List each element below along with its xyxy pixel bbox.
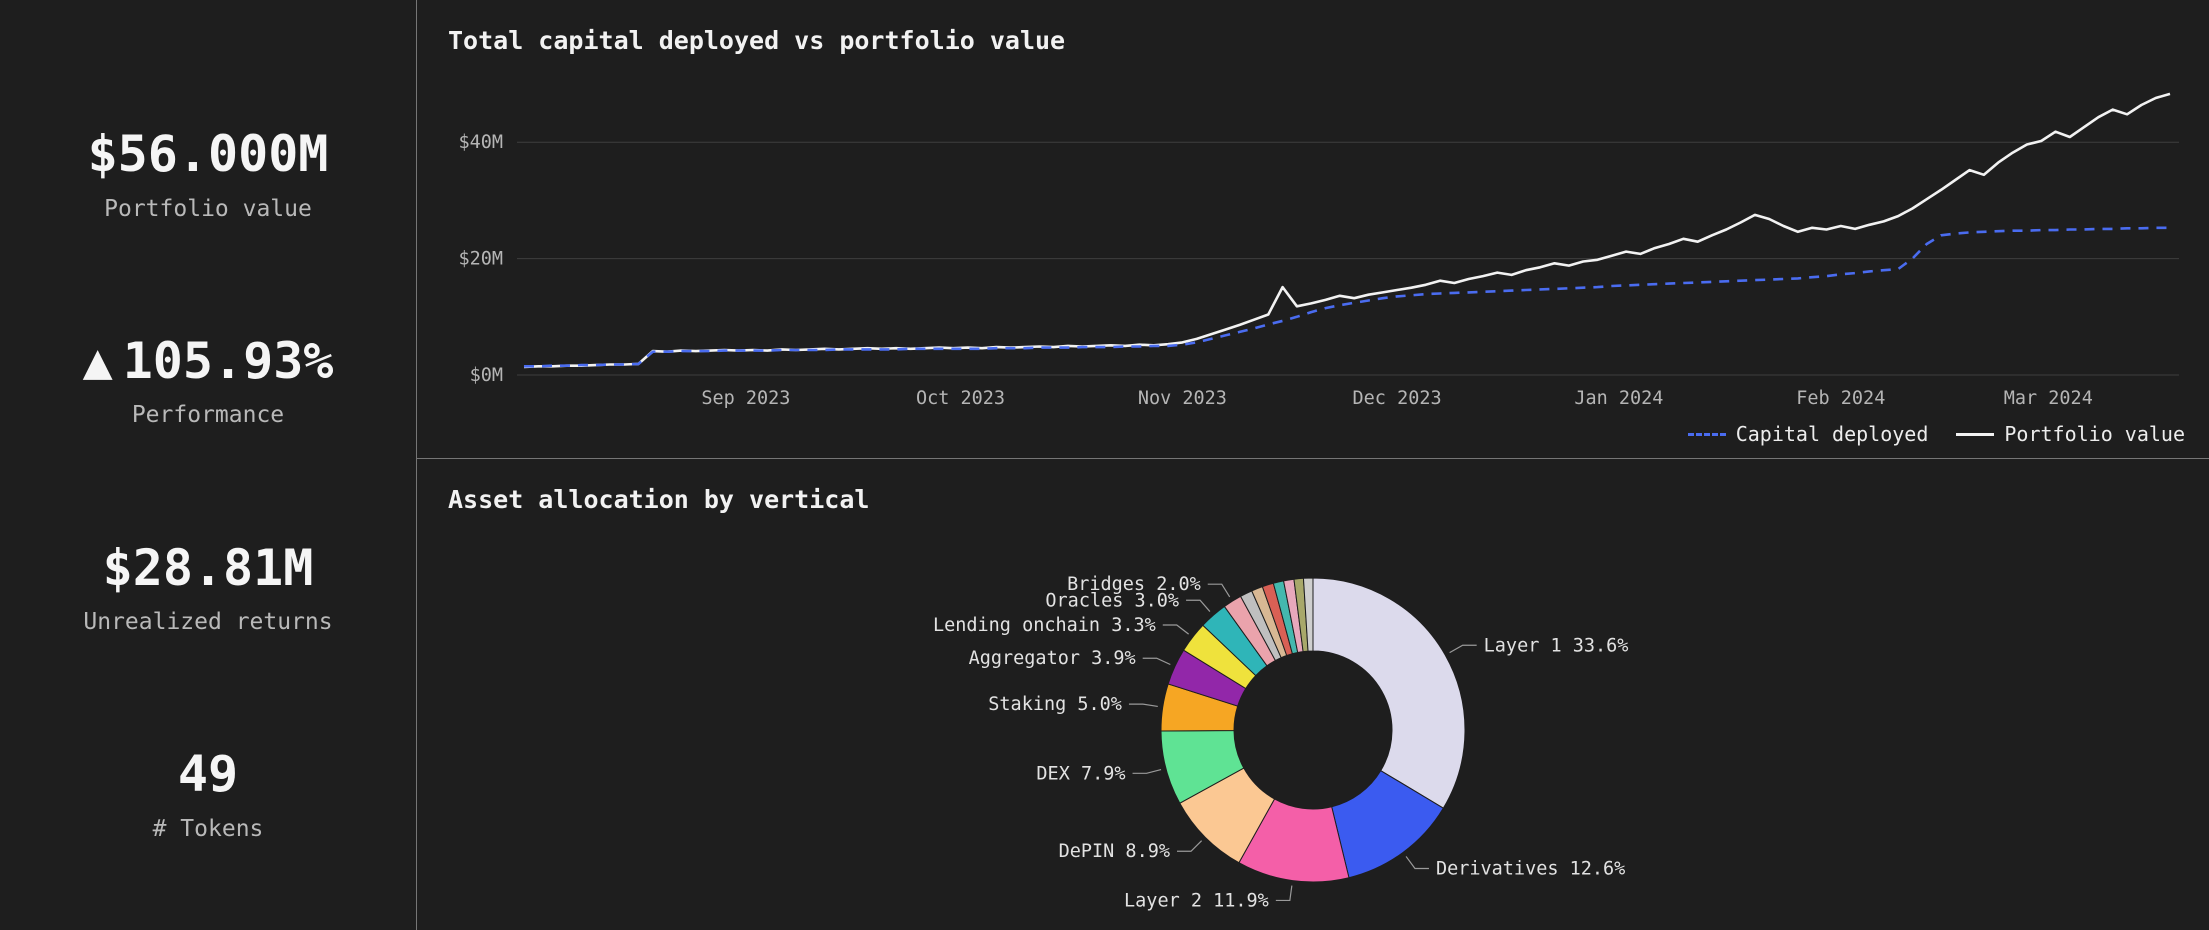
donut-slice-label: Derivatives 12.6% [1436, 859, 1625, 880]
donut-slice-label: DePIN 8.9% [1059, 841, 1170, 862]
portfolio-value-label: Portfolio value [104, 195, 312, 222]
kpi-portfolio-value: $56.000M Portfolio value [10, 128, 406, 222]
unrealized-returns-label: Unrealized returns [83, 609, 333, 636]
donut-slice-layer-1[interactable] [1312, 577, 1466, 809]
legend-portfolio-value-label: Portfolio value [2004, 422, 2185, 446]
label-leader-line [1128, 703, 1158, 708]
portfolio-value-line [523, 92, 2171, 369]
donut-slice-label: Bridges 2.0% [1067, 574, 1201, 595]
up-arrow-icon: ▲ [82, 331, 113, 390]
solid-line-sample-icon [1956, 432, 1995, 436]
capital-vs-portfolio-panel: Total capital deployed vs portfolio valu… [417, 0, 2209, 459]
label-leader-line [1177, 840, 1203, 852]
kpi-token-count: 49 # Tokens [10, 748, 406, 842]
label-leader-line [1275, 885, 1293, 902]
label-leader-line [1142, 657, 1171, 666]
x-axis-tick-label: Sep 2023 [701, 388, 790, 409]
legend-item-portfolio-value[interactable]: Portfolio value [1956, 422, 2185, 446]
dashed-line-sample-icon [1687, 432, 1726, 436]
chart-legend: Capital deployed Portfolio value [1687, 422, 2185, 446]
donut-slice-label: Layer 2 11.9% [1124, 890, 1269, 911]
kpi-sidebar: $56.000M Portfolio value ▲ 105.93% Perfor… [0, 0, 417, 930]
label-leader-line [1186, 599, 1211, 612]
y-axis-tick-label: $0M [470, 365, 503, 386]
portfolio-value: $56.000M [87, 125, 329, 183]
x-axis-tick-label: Nov 2023 [1138, 388, 1227, 409]
label-leader-line [1132, 768, 1162, 774]
asset-allocation-panel: Asset allocation by vertical Layer 1 33.… [417, 459, 2209, 930]
performance-number: 105.93% [122, 331, 334, 390]
y-axis-tick-label: $20M [458, 249, 503, 270]
charts-column: Total capital deployed vs portfolio valu… [417, 0, 2209, 930]
donut-slice-label: Staking 5.0% [988, 694, 1122, 715]
performance-value: ▲ 105.93% [10, 335, 406, 388]
donut-slice-label: Aggregator 3.9% [969, 648, 1136, 669]
legend-capital-deployed-label: Capital deployed [1735, 422, 1929, 446]
x-axis-tick-label: Mar 2024 [2004, 388, 2093, 409]
donut-chart-title: Asset allocation by vertical [448, 485, 870, 514]
performance-label: Performance [131, 402, 285, 429]
donut-chart-svg[interactable]: Layer 1 33.6% Derivatives 12.6% Layer 2 11… [417, 459, 2209, 930]
label-leader-line [1405, 856, 1429, 870]
capital-deployed-line [524, 226, 2170, 368]
donut-slice-label: Layer 1 33.6% [1484, 635, 1629, 656]
x-axis-tick-label: Dec 2023 [1353, 388, 1442, 409]
donut-slice-label: DEX 7.9% [1036, 763, 1125, 784]
x-axis-tick-label: Oct 2023 [916, 388, 1005, 409]
label-leader-line [1449, 644, 1477, 654]
donut-slice[interactable] [1302, 577, 1314, 652]
line-chart-svg[interactable]: $0M $20M $40M Sep 2023 Oct 2023 Nov 2023 Dec 2… [417, 0, 2209, 459]
label-leader-line [1162, 624, 1190, 635]
token-count-label: # Tokens [152, 815, 264, 842]
x-axis-tick-label: Jan 2024 [1574, 388, 1663, 409]
label-leader-line [1207, 583, 1231, 598]
kpi-performance: ▲ 105.93% Performance [10, 335, 406, 429]
line-chart-title: Total capital deployed vs portfolio valu… [448, 26, 1066, 55]
y-axis-tick-label: $40M [458, 132, 503, 153]
token-count-value: 49 [177, 745, 239, 804]
legend-item-capital-deployed[interactable]: Capital deployed [1687, 422, 1929, 446]
unrealized-returns-value: $28.81M [102, 538, 314, 597]
donut-slice-label: Oracles 3.0% [1045, 590, 1179, 611]
x-axis-tick-label: Feb 2024 [1796, 388, 1885, 409]
donut-slice-label: Lending onchain 3.3% [933, 615, 1156, 636]
kpi-unrealized-returns: $28.81M Unrealized returns [10, 542, 406, 636]
